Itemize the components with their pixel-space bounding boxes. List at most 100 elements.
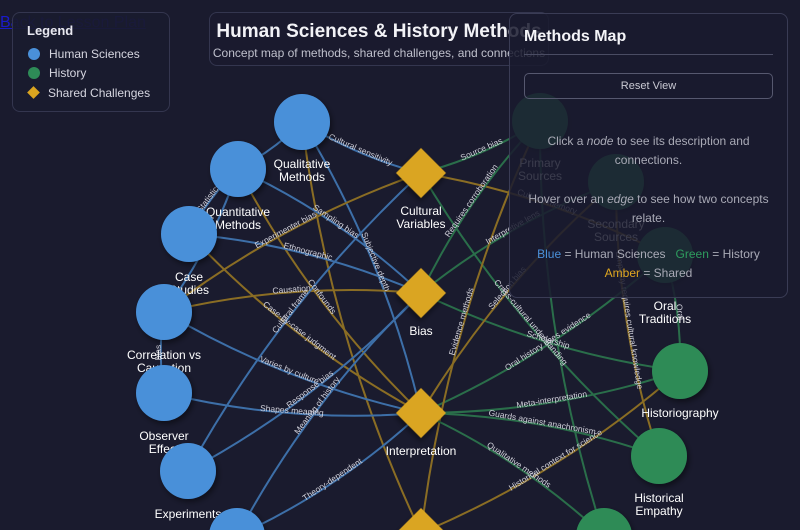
node-label: Bias (409, 324, 432, 338)
diamond-node-icon[interactable] (396, 267, 446, 318)
color-key-text: = Human Sciences (561, 247, 666, 261)
node-label: Historical (634, 491, 683, 505)
node-label: Oral (654, 299, 677, 313)
node-hist_bottom[interactable] (576, 508, 632, 530)
instruction-text: Click a (547, 134, 587, 148)
color-key-text: = Shared (639, 266, 693, 280)
edge-label: Meta-interpretation (516, 389, 588, 410)
edge-label: Theory-dependent (301, 456, 365, 503)
circle-node-icon[interactable] (136, 284, 192, 340)
edge-shared_bottom-historiography[interactable] (421, 370, 681, 530)
instruction-emphasis: edge (607, 192, 634, 206)
edge-qual-interp[interactable] (301, 121, 422, 414)
node-label: Traditions (639, 312, 691, 326)
edge-label: Causation (272, 283, 311, 296)
legend-item-history: History (27, 64, 155, 84)
edge-label: Requires corroboration (442, 162, 500, 239)
circle-node-icon[interactable] (652, 343, 708, 399)
panel-instructions: Click a node to see its description and … (524, 132, 773, 283)
edge-observer-interp[interactable] (163, 392, 422, 417)
edge-label: bias (153, 345, 163, 361)
edge-label: Ethnographic (283, 240, 335, 262)
edge-bias-historiography[interactable] (420, 292, 681, 372)
node-hs_bottom[interactable] (209, 508, 265, 530)
edge-corr-interp[interactable] (163, 311, 422, 414)
node-label: Empathy (635, 504, 682, 518)
edge-hs_bottom-bias[interactable] (237, 292, 422, 530)
circle-node-icon[interactable] (161, 206, 217, 262)
node-label: Methods (215, 218, 261, 232)
page-title: Human Sciences & History Methods (216, 21, 542, 42)
node-label: Qualitative (274, 157, 331, 171)
instruction-text: to see how two concepts relate. (631, 192, 769, 225)
color-key-amber: Amber (604, 266, 640, 280)
circle-node-icon[interactable] (160, 443, 216, 499)
header: Human Sciences & History Methods Concept… (209, 12, 549, 66)
node-historiography[interactable]: Historiography (641, 343, 719, 420)
edge-label: Evidence methods (447, 286, 476, 356)
node-label: Cultural (400, 204, 441, 218)
node-label: Historiography (641, 406, 718, 420)
edge-label: Oral (674, 303, 686, 320)
edge-case-bias[interactable] (188, 233, 422, 294)
edge-label: Subjective depth (359, 231, 392, 293)
green-circle-icon (28, 67, 40, 80)
diamond-node-icon[interactable] (396, 387, 446, 438)
color-key: Blue = Human Sciences Green = History (524, 245, 773, 264)
reset-view-button[interactable]: Reset View (524, 73, 773, 99)
node-label: Observer (139, 429, 188, 443)
instruction-text: Hover over an (528, 192, 608, 206)
node-label: Variables (396, 217, 445, 231)
panel-title: Methods Map (524, 28, 773, 55)
diamond-node-icon[interactable] (396, 147, 446, 198)
edge-case-interp[interactable] (188, 233, 422, 414)
instruction-text: to see its description and connections. (613, 134, 750, 167)
circle-node-icon[interactable] (210, 141, 266, 197)
node-corr[interactable]: Correlation vsCausation (127, 284, 201, 375)
circle-node-icon[interactable] (576, 508, 632, 530)
legend: Legend Human Sciences History Shared Cha… (12, 12, 170, 112)
legend-label: History (49, 66, 87, 81)
edge-experiments-cultural[interactable] (187, 172, 422, 472)
instruction-emphasis: node (586, 134, 614, 148)
circle-node-icon[interactable] (274, 94, 330, 150)
node-bias[interactable]: Bias (396, 267, 446, 338)
edge-label: Guards against anachronism (488, 407, 597, 436)
node-experiments[interactable]: Experiments (155, 443, 222, 521)
edge-label: Oral history uses evidence (503, 310, 593, 373)
node-label: Case (175, 270, 203, 284)
edge-instruction: Hover over an edge to see how two concep… (524, 190, 773, 228)
edge-corr-cultural[interactable] (163, 172, 422, 313)
circle-node-icon[interactable] (136, 365, 192, 421)
diamond-node-icon[interactable] (396, 507, 446, 530)
circle-node-icon[interactable] (209, 508, 265, 530)
edge-interp-historiography[interactable] (420, 370, 681, 414)
legend-title: Legend (27, 23, 74, 38)
edge-interp-empathy[interactable] (420, 412, 660, 457)
color-key-green: Green (675, 247, 709, 261)
node-label: Interpretation (386, 444, 457, 458)
edge-label: Source bias (459, 135, 504, 162)
edge-qual-shared_bottom[interactable] (301, 121, 421, 530)
node-shared_bottom[interactable] (396, 507, 446, 530)
edge-cultural-empathy[interactable] (420, 172, 660, 457)
color-key-blue: Blue (537, 247, 562, 261)
node-label: Experiments (155, 507, 222, 521)
node-interp[interactable]: Interpretation (386, 387, 457, 458)
edge-label: Cultural sensitivity (327, 131, 395, 167)
circle-node-icon[interactable] (631, 428, 687, 484)
node-label: Correlation vs (127, 348, 201, 362)
edge-corr-bias[interactable] (163, 289, 422, 313)
blue-circle-icon (28, 47, 40, 60)
node-label: Methods (279, 170, 325, 184)
edge-quant-interp[interactable] (237, 168, 422, 414)
legend-item-shared-challenges: Shared Challenges (27, 83, 155, 103)
color-key-line-2: Amber = Shared (524, 264, 773, 283)
